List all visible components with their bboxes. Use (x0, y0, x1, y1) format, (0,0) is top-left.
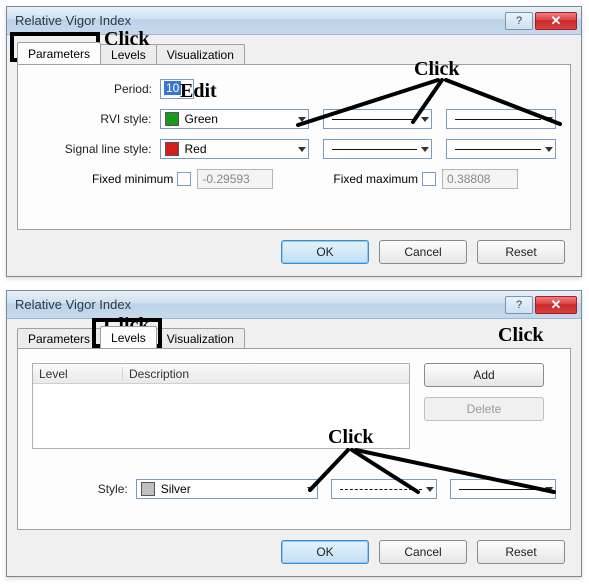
dialog-parameters: Relative Vigor Index ? ✕ Parameters Leve… (6, 6, 582, 277)
signal-linestyle-combo[interactable] (323, 139, 433, 159)
ok-button[interactable]: OK (281, 540, 369, 564)
signal-linewidth-combo[interactable] (446, 139, 556, 159)
period-value: 10 (164, 81, 181, 95)
levels-list[interactable]: Level Description (32, 363, 410, 449)
rvi-linestyle-combo[interactable] (323, 109, 433, 129)
chevron-down-icon (545, 117, 553, 122)
line-sample (332, 149, 418, 150)
fixed-min-label: Fixed minimum (92, 172, 173, 186)
signal-color-combo[interactable]: Red (160, 139, 309, 159)
close-button[interactable]: ✕ (535, 296, 577, 314)
button-row: OK Cancel Reset (17, 230, 571, 266)
signal-style-label: Signal line style: (32, 142, 160, 156)
signal-color-swatch (165, 142, 179, 156)
tab-parameters[interactable]: Parameters (17, 42, 101, 64)
chevron-down-icon (307, 487, 315, 492)
rvi-style-label: RVI style: (32, 112, 160, 126)
line-sample (455, 119, 541, 120)
help-button[interactable]: ? (505, 296, 533, 314)
tab-visualization[interactable]: Visualization (156, 328, 245, 349)
fixed-min-value: -0.29593 (197, 169, 273, 189)
style-color-swatch (141, 482, 155, 496)
close-button[interactable]: ✕ (535, 12, 577, 30)
window-title: Relative Vigor Index (15, 13, 503, 28)
line-sample (459, 489, 541, 490)
period-input[interactable]: 10 (160, 79, 194, 99)
signal-color-name: Red (185, 142, 207, 156)
delete-button[interactable]: Delete (424, 397, 544, 421)
tabstrip: Parameters Levels Visualization (17, 325, 571, 348)
line-sample (332, 119, 418, 120)
rvi-linewidth-combo[interactable] (446, 109, 556, 129)
chevron-down-icon (545, 147, 553, 152)
window-title: Relative Vigor Index (15, 297, 503, 312)
rvi-color-combo[interactable]: Green (160, 109, 309, 129)
add-button[interactable]: Add (424, 363, 544, 387)
fixed-max-value: 0.38808 (442, 169, 518, 189)
style-color-name: Silver (161, 482, 191, 496)
col-description[interactable]: Description (123, 367, 409, 381)
list-header: Level Description (33, 364, 409, 384)
period-label: Period: (32, 82, 160, 96)
chevron-down-icon (545, 487, 553, 492)
style-label: Style: (32, 482, 136, 496)
style-linewidth-combo[interactable] (450, 479, 556, 499)
titlebar[interactable]: Relative Vigor Index ? ✕ (7, 7, 581, 35)
line-sample (340, 489, 422, 490)
reset-button[interactable]: Reset (477, 540, 565, 564)
cancel-button[interactable]: Cancel (379, 540, 467, 564)
fixed-max-label: Fixed maximum (333, 172, 418, 186)
chevron-down-icon (298, 147, 306, 152)
tab-levels[interactable]: Levels (100, 44, 157, 65)
dialog-levels: Relative Vigor Index ? ✕ Parameters Leve… (6, 290, 582, 577)
cancel-button[interactable]: Cancel (379, 240, 467, 264)
chevron-down-icon (298, 117, 306, 122)
client-area: Parameters Levels Visualization Level De… (7, 319, 581, 576)
chevron-down-icon (421, 147, 429, 152)
tabstrip: Parameters Levels Visualization (17, 41, 571, 64)
reset-button[interactable]: Reset (477, 240, 565, 264)
style-linestyle-combo[interactable] (331, 479, 437, 499)
fixed-max-checkbox[interactable] (422, 172, 436, 186)
chevron-down-icon (421, 117, 429, 122)
rvi-color-swatch (165, 112, 179, 126)
col-level[interactable]: Level (33, 367, 123, 381)
help-button[interactable]: ? (505, 12, 533, 30)
style-color-combo[interactable]: Silver (136, 479, 318, 499)
line-sample (455, 149, 541, 150)
tab-levels[interactable]: Levels (100, 326, 157, 348)
ok-button[interactable]: OK (281, 240, 369, 264)
button-row: OK Cancel Reset (17, 530, 571, 566)
titlebar[interactable]: Relative Vigor Index ? ✕ (7, 291, 581, 319)
fixed-min-checkbox[interactable] (177, 172, 191, 186)
levels-panel: Level Description Add Delete Style: Silv… (17, 348, 571, 530)
rvi-color-name: Green (185, 112, 218, 126)
chevron-down-icon (426, 487, 434, 492)
parameters-panel: Period: 10 RVI style: Green (17, 64, 571, 230)
tab-parameters[interactable]: Parameters (17, 328, 101, 349)
tab-visualization[interactable]: Visualization (156, 44, 245, 65)
client-area: Parameters Levels Visualization Period: … (7, 35, 581, 276)
